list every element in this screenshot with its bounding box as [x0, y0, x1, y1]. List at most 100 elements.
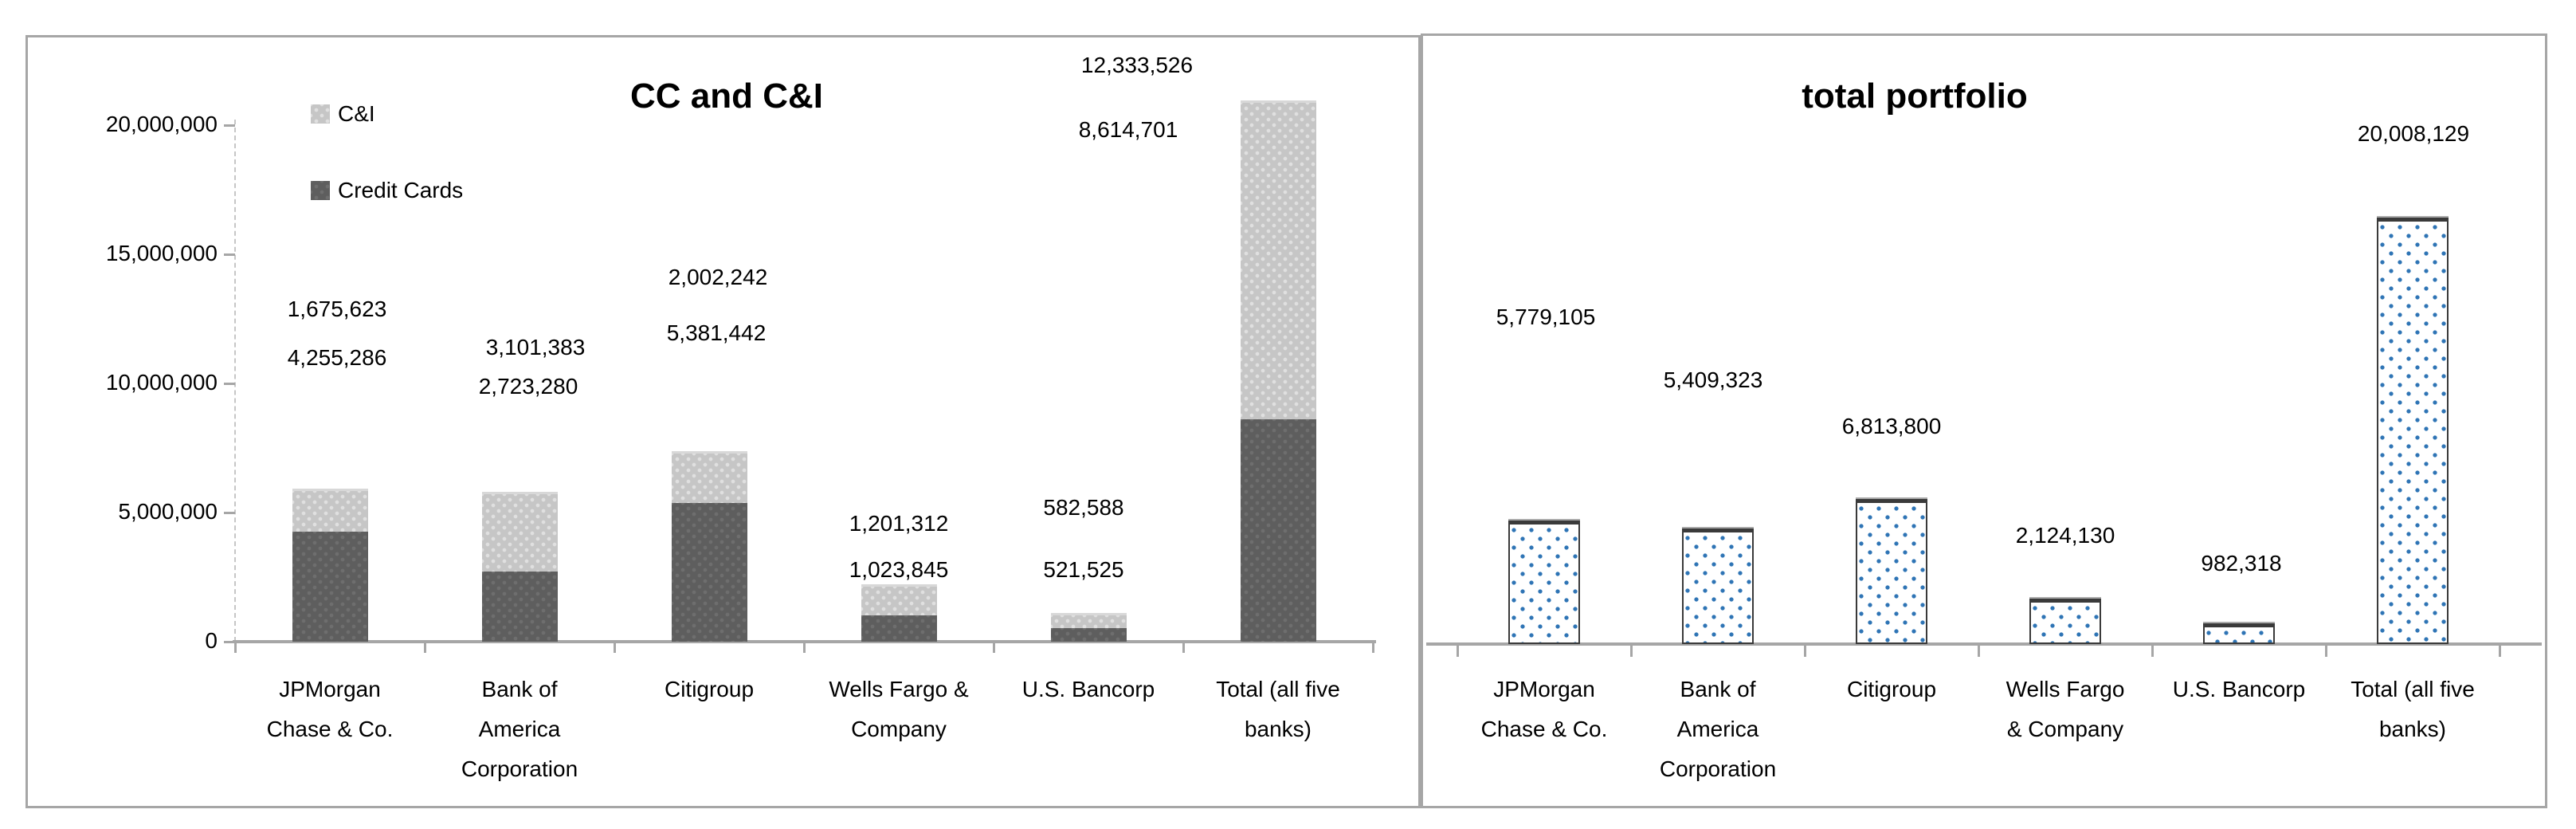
- category-label-line: Corporation: [461, 756, 578, 781]
- x-axis-tick: [1978, 646, 1980, 657]
- stacked-bar-credit-cards: [861, 615, 937, 642]
- cc-ci-chart-title: CC and C&I: [630, 77, 823, 116]
- category-label-line: Corporation: [1659, 756, 1777, 781]
- y-axis-tick: [224, 124, 235, 127]
- y-axis-tick: [224, 512, 235, 514]
- x-axis-tick: [1804, 646, 1806, 657]
- ci-value-label: 1,675,623: [287, 297, 387, 321]
- y-axis-tick: [224, 253, 235, 256]
- x-axis-tick: [1182, 642, 1185, 653]
- ci-value-label: 12,333,526: [1080, 53, 1194, 77]
- category-label-line: Chase & Co.: [266, 717, 394, 741]
- x-axis-tick: [2151, 646, 2154, 657]
- category-label: Bank of America Corporation: [461, 670, 578, 789]
- category-label: Citigroup: [665, 670, 754, 709]
- category-label: U.S. Bancorp: [1022, 670, 1155, 709]
- category-label-line: Company: [851, 717, 947, 741]
- category-label-line: Wells Fargo: [2006, 677, 2125, 701]
- credit-cards-value-label: 4,255,286: [287, 345, 387, 370]
- ci-value-label: 3,101,383: [485, 335, 586, 359]
- dotted-bar: [2029, 599, 2101, 644]
- ci-legend-label: C&I: [338, 101, 375, 126]
- category-label: U.S. Bancorp: [2173, 670, 2306, 709]
- dotted-bar: [1508, 521, 1580, 644]
- category-label: Wells Fargo & Company: [2006, 670, 2125, 749]
- stacked-bar-credit-cards: [672, 503, 747, 642]
- y-tick-label: 10,000,000: [105, 370, 218, 395]
- category-label: Total (all five banks): [1216, 670, 1340, 749]
- total-portfolio-value-label: 6,813,800: [1841, 414, 1942, 438]
- category-label-line: Bank of: [1680, 677, 1756, 701]
- category-label-line: U.S. Bancorp: [1021, 677, 1155, 701]
- stacked-bar-ci: [672, 451, 747, 503]
- dotted-bar: [2203, 623, 2275, 644]
- x-axis-line: [1426, 642, 2542, 646]
- x-axis-tick: [2325, 646, 2327, 657]
- x-axis-tick: [234, 642, 237, 653]
- category-label-line: banks): [1244, 717, 1312, 741]
- category-label-line: Total (all five: [2351, 677, 2475, 701]
- category-label-line: U.S. Bancorp: [2172, 677, 2306, 701]
- cc-ci-chart-panel: [25, 35, 1421, 808]
- total-portfolio-value-label: 20,008,129: [2357, 121, 2470, 146]
- stacked-bar-ci: [1051, 613, 1127, 628]
- credit-cards-value-label: 1,023,845: [849, 557, 949, 582]
- y-tick-label: 15,000,000: [105, 241, 218, 265]
- dotted-bar: [1856, 499, 1927, 644]
- x-axis-tick: [993, 642, 995, 653]
- category-label-line: JPMorgan: [279, 677, 381, 701]
- total-portfolio-value-label: 982,318: [2201, 551, 2282, 576]
- y-tick-label: 0: [205, 628, 218, 653]
- total-portfolio-chart-panel: [1421, 33, 2547, 808]
- total-portfolio-value-label: 5,779,105: [1496, 304, 1596, 329]
- y-axis-tick: [224, 641, 235, 643]
- category-label-line: & Company: [2006, 717, 2124, 741]
- stacked-bar-credit-cards: [482, 572, 558, 642]
- x-axis-tick: [2499, 646, 2501, 657]
- y-axis-line: [234, 120, 236, 642]
- x-axis-tick: [1630, 646, 1633, 657]
- credit-cards-value-label: 8,614,701: [1078, 117, 1178, 142]
- x-axis-tick: [1372, 642, 1374, 653]
- x-axis-tick: [424, 642, 426, 653]
- category-label-line: Citigroup: [664, 677, 755, 701]
- credit-cards-legend-label: Credit Cards: [338, 178, 464, 202]
- credit-cards-value-label: 2,723,280: [478, 374, 578, 399]
- total-portfolio-chart-title: total portfolio: [1802, 77, 2028, 116]
- ci-legend-swatch-icon: [311, 104, 330, 124]
- dotted-bar: [2377, 218, 2449, 644]
- total-portfolio-value-label: 2,124,130: [2015, 523, 2115, 548]
- stacked-bar-credit-cards: [1051, 628, 1127, 642]
- stacked-bar-ci: [482, 492, 558, 572]
- credit-cards-value-label: 5,381,442: [666, 320, 767, 345]
- category-label-line: America: [478, 717, 561, 741]
- x-axis-tick: [803, 642, 806, 653]
- category-label-line: JPMorgan: [1493, 677, 1595, 701]
- stacked-bar-credit-cards: [1241, 419, 1316, 642]
- category-label: Total (all five banks): [2351, 670, 2475, 749]
- stacked-bar-ci: [292, 489, 368, 532]
- category-label: JPMorgan Chase & Co.: [267, 670, 394, 749]
- category-label-line: banks): [2378, 717, 2447, 741]
- stacked-bar-ci: [1241, 100, 1316, 419]
- category-label: Bank of America Corporation: [1660, 670, 1776, 789]
- category-label-line: Citigroup: [1846, 677, 1937, 701]
- ci-value-label: 1,201,312: [849, 511, 949, 536]
- category-label: Wells Fargo & Company: [829, 670, 968, 749]
- category-label-line: Wells Fargo &: [829, 677, 969, 701]
- ci-value-label: 582,588: [1043, 495, 1124, 520]
- category-label-line: Total (all five: [1216, 677, 1340, 701]
- y-tick-label: 20,000,000: [105, 112, 218, 136]
- category-label-line: Chase & Co.: [1480, 717, 1608, 741]
- x-axis-tick: [1457, 646, 1459, 657]
- ci-value-label: 2,002,242: [668, 265, 768, 289]
- dotted-bar: [1682, 528, 1754, 644]
- y-axis-tick: [224, 383, 235, 385]
- x-axis-tick: [614, 642, 616, 653]
- credit-cards-value-label: 521,525: [1043, 557, 1124, 582]
- credit-cards-legend-swatch-icon: [311, 181, 330, 200]
- stacked-bar-ci: [861, 584, 937, 615]
- y-tick-label: 5,000,000: [118, 499, 218, 524]
- category-label: JPMorgan Chase & Co.: [1481, 670, 1608, 749]
